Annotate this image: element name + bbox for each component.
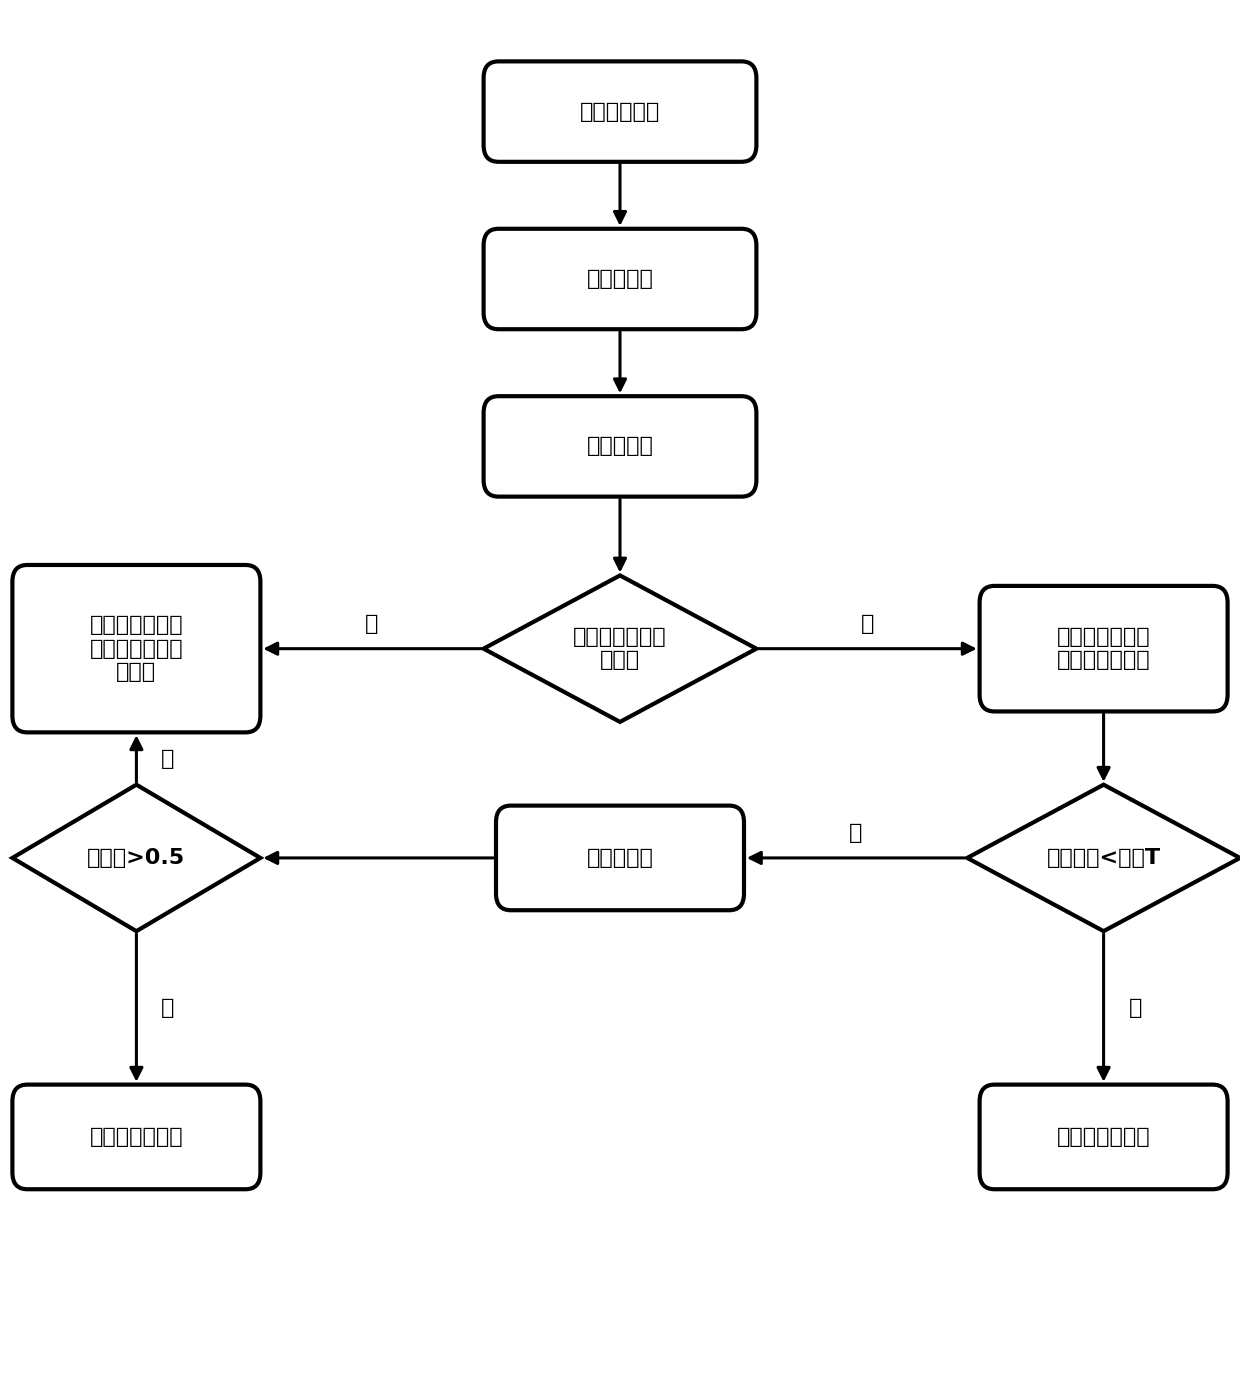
Text: 计算支持率: 计算支持率 (587, 848, 653, 868)
FancyBboxPatch shape (484, 396, 756, 497)
Text: 监测值是否在正
常范围: 监测值是否在正 常范围 (573, 628, 667, 670)
Text: 否: 否 (366, 614, 378, 633)
Text: 计算预测值: 计算预测值 (587, 269, 653, 289)
FancyBboxPatch shape (484, 61, 756, 162)
Polygon shape (484, 575, 756, 723)
FancyBboxPatch shape (980, 586, 1228, 711)
Text: 读取历史数据: 读取历史数据 (580, 102, 660, 121)
Text: 当前值为正常值: 当前值为正常值 (1056, 1127, 1151, 1147)
Text: 否: 否 (161, 749, 175, 769)
FancyBboxPatch shape (496, 805, 744, 910)
Text: 绝对偏差<阈值T: 绝对偏差<阈值T (1047, 848, 1161, 868)
FancyBboxPatch shape (12, 1085, 260, 1189)
FancyBboxPatch shape (484, 229, 756, 329)
Polygon shape (12, 784, 260, 932)
Text: 是: 是 (862, 614, 874, 633)
Text: 支持率>0.5: 支持率>0.5 (87, 848, 186, 868)
Text: 监测值错误，用
预测值替换当前
监测值: 监测值错误，用 预测值替换当前 监测值 (89, 615, 184, 682)
Polygon shape (967, 784, 1240, 932)
Text: 读取监测值: 读取监测值 (587, 437, 653, 456)
Text: 是: 是 (1128, 997, 1142, 1018)
Text: 是: 是 (161, 997, 175, 1018)
FancyBboxPatch shape (12, 565, 260, 732)
Text: 否: 否 (849, 823, 862, 843)
Text: 当前值为离群值: 当前值为离群值 (89, 1127, 184, 1147)
Text: 计算预测值与监
测值的绝对偏差: 计算预测值与监 测值的绝对偏差 (1056, 628, 1151, 670)
FancyBboxPatch shape (980, 1085, 1228, 1189)
